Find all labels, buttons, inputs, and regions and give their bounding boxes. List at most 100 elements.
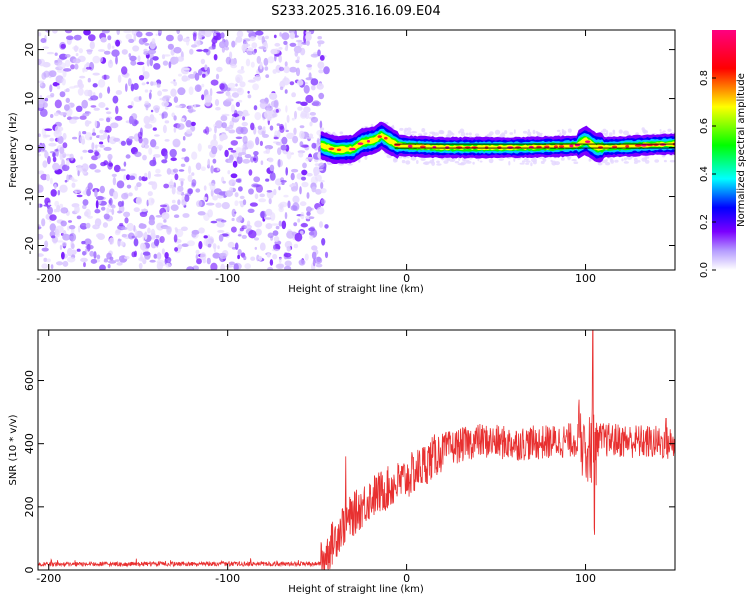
- noise-speck: [291, 92, 296, 98]
- noise-speck: [115, 55, 118, 65]
- noise-speck: [83, 262, 86, 268]
- noise-speck: [189, 48, 194, 55]
- noise-speck: [144, 100, 150, 105]
- signal-halo-speck: [358, 158, 361, 163]
- noise-speck: [41, 98, 46, 103]
- noise-speck: [194, 84, 202, 92]
- noise-speck: [324, 224, 329, 229]
- noise-speck: [128, 175, 136, 181]
- noise-speck: [87, 182, 93, 190]
- signal-halo-speck: [465, 132, 469, 136]
- noise-speck: [91, 155, 99, 161]
- noise-speck: [215, 106, 221, 111]
- noise-speck: [279, 201, 288, 208]
- snr-x-ticks: -200 -100 0 100: [36, 330, 596, 585]
- noise-speck: [154, 174, 162, 177]
- noise-speck: [52, 30, 58, 34]
- signal-halo-speck: [521, 160, 526, 163]
- noise-speck: [57, 69, 64, 73]
- noise-speck: [142, 251, 151, 256]
- noise-speck: [315, 263, 323, 268]
- noise-speck: [305, 77, 314, 81]
- noise-speck: [312, 258, 316, 267]
- noise-speck: [124, 255, 130, 260]
- noise-speck: [162, 124, 167, 134]
- noise-speck: [263, 57, 269, 66]
- noise-speck: [231, 87, 239, 92]
- noise-speck: [208, 46, 216, 50]
- noise-speck: [82, 199, 89, 206]
- signal-halo-speck: [532, 129, 536, 135]
- noise-speck: [231, 217, 235, 222]
- noise-speck: [101, 206, 106, 211]
- noise-speck: [210, 79, 219, 86]
- noise-speck: [77, 170, 80, 177]
- noise-speck: [153, 253, 158, 259]
- noise-speck: [164, 139, 170, 142]
- noise-speck: [54, 52, 58, 56]
- noise-speck: [161, 101, 169, 107]
- noise-speck: [249, 202, 258, 207]
- signal-core: [612, 145, 618, 149]
- noise-speck: [172, 168, 179, 173]
- noise-speck: [108, 260, 117, 264]
- noise-speck: [92, 55, 101, 64]
- noise-speck: [99, 141, 104, 145]
- noise-speck: [211, 30, 215, 34]
- noise-speck: [269, 172, 276, 181]
- noise-speck: [173, 46, 182, 54]
- noise-speck: [108, 199, 112, 204]
- noise-speck: [253, 105, 258, 111]
- noise-speck: [188, 105, 194, 114]
- noise-speck: [156, 79, 162, 86]
- y-tick-label: 0: [23, 144, 36, 151]
- noise-speck: [280, 180, 287, 183]
- signal-halo-speck: [646, 156, 650, 159]
- noise-speck: [195, 253, 199, 260]
- noise-speck: [264, 110, 272, 119]
- noise-speck: [230, 64, 237, 69]
- noise-speck: [196, 200, 203, 208]
- noise-speck: [40, 38, 47, 43]
- noise-speck: [144, 123, 153, 129]
- noise-speck: [70, 64, 75, 70]
- noise-speck: [107, 264, 111, 269]
- signal-halo-speck: [644, 159, 650, 164]
- noise-speck: [218, 234, 224, 242]
- noise-speck: [144, 89, 149, 93]
- signal-halo-speck: [399, 127, 404, 131]
- noise-speck: [269, 92, 278, 100]
- noise-speck: [85, 222, 91, 229]
- signal-core: [349, 147, 356, 151]
- noise-speck: [113, 164, 121, 173]
- noise-speck: [62, 142, 68, 149]
- noise-speck: [242, 147, 247, 154]
- noise-speck: [292, 135, 299, 144]
- noise-speck: [317, 61, 325, 69]
- signal-halo-speck: [605, 162, 611, 166]
- noise-speck: [92, 92, 96, 97]
- noise-speck: [87, 215, 93, 219]
- signal-halo-speck: [597, 162, 603, 166]
- signal-halo-speck: [531, 157, 537, 163]
- signal-halo-speck: [454, 161, 460, 164]
- noise-speck: [219, 252, 228, 260]
- noise-speck: [298, 151, 304, 158]
- noise-speck: [196, 258, 202, 265]
- noise-speck: [313, 172, 318, 177]
- signal-halo-speck: [394, 157, 398, 163]
- noise-speck: [278, 206, 284, 213]
- noise-speck: [188, 86, 194, 95]
- noise-speck: [53, 112, 59, 117]
- noise-speck: [74, 205, 80, 214]
- noise-speck: [295, 101, 302, 104]
- signal-halo-speck: [637, 160, 641, 163]
- noise-speck: [154, 145, 160, 150]
- noise-speck: [162, 60, 169, 66]
- noise-speck: [283, 66, 290, 74]
- noise-speck: [126, 137, 133, 145]
- noise-speck: [156, 252, 162, 260]
- noise-speck: [230, 150, 237, 153]
- noise-speck: [292, 202, 300, 212]
- noise-speck: [149, 159, 157, 167]
